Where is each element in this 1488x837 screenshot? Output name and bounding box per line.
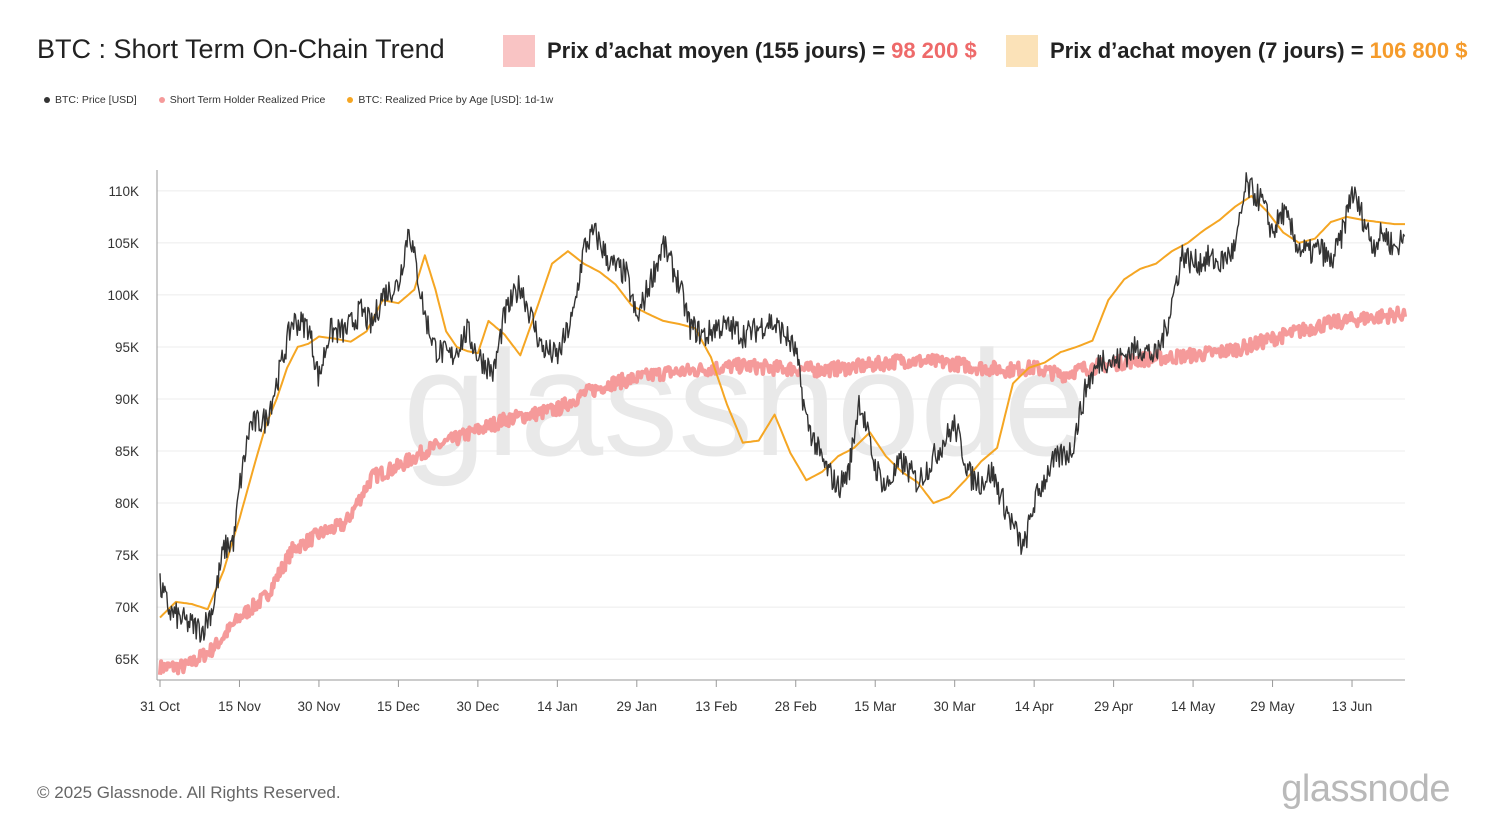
copyright: © 2025 Glassnode. All Rights Reserved. [37,783,341,802]
legend-item-1d1w[interactable]: BTC: Realized Price by Age [USD]: 1d-1w [347,94,553,106]
chart-legend: BTC: Price [USD] Short Term Holder Reali… [44,94,553,106]
legend-label-price: BTC: Price [USD] [55,94,137,106]
y-tick-label: 80K [115,496,139,511]
brand-logo: glassnode [1281,768,1450,810]
y-tick-label: 65K [115,652,139,667]
y-axis-ticks: 65K 70K 75K 80K 85K 90K 95K 100K 105K 110K [107,184,139,667]
axes [156,170,1405,681]
x-tick-label: 14 May [1171,699,1216,714]
x-tick-label: 14 Jan [537,699,578,714]
y-tick-label: 70K [115,600,139,615]
series-group [157,172,1408,676]
legend-item-sth[interactable]: Short Term Holder Realized Price [158,94,326,106]
legend-label-1d1w: BTC: Realized Price by Age [USD]: 1d-1w [358,94,554,106]
series-1d1w-realized-price [159,195,1405,619]
legend-dot-1d1w [347,97,354,103]
x-axis-ticks: 31 Oct 15 Nov 30 Nov 15 Dec 30 Dec 14 Jan 29 J… [140,680,1372,714]
key-7-label: Prix d’achat moyen (7 jours) = [1050,38,1364,63]
x-tick-label: 30 Mar [934,699,977,714]
chart-title: BTC : Short Term On-Chain Trend [37,34,445,64]
x-tick-label: 15 Nov [218,699,261,714]
legend-dot-sth [158,97,165,103]
x-tick-label: 30 Nov [298,699,341,714]
x-tick-label: 31 Oct [140,699,180,714]
legend-dot-price [44,97,50,103]
key-155-days: Prix d’achat moyen (155 jours) = 98 200 … [503,34,977,68]
y-tick-label: 105K [107,236,139,251]
x-tick-label: 29 May [1250,699,1295,714]
y-tick-label: 85K [115,444,139,459]
x-tick-label: 13 Feb [695,699,737,714]
y-tick-label: 110K [108,184,139,199]
key-155-label: Prix d’achat moyen (155 jours) = [547,38,886,63]
legend-item-price[interactable]: BTC: Price [USD] [44,94,137,106]
x-tick-label: 30 Dec [456,699,499,714]
key-155-swatch [503,35,535,67]
key-7-swatch [1006,35,1038,67]
key-7-value: 106 800 $ [1369,38,1468,63]
x-tick-label: 13 Jun [1332,699,1373,714]
x-tick-label: 28 Feb [775,699,817,714]
x-tick-label: 29 Jan [617,699,658,714]
y-tick-label: 95K [115,340,139,355]
y-tick-label: 75K [115,548,139,563]
key-7-days: Prix d’achat moyen (7 jours) = 106 800 $ [1006,34,1467,68]
y-tick-label: 90K [115,392,139,407]
x-tick-label: 15 Dec [377,699,420,714]
series-btc-price [159,172,1406,643]
x-tick-label: 29 Apr [1094,699,1134,714]
x-tick-label: 14 Apr [1015,699,1055,714]
series-sth-realized-price [157,305,1408,676]
key-155-value: 98 200 $ [891,38,977,63]
grid-lines [157,190,1405,660]
legend-label-sth: Short Term Holder Realized Price [169,94,326,106]
x-tick-label: 15 Mar [854,699,897,714]
y-tick-label: 100K [107,288,139,303]
